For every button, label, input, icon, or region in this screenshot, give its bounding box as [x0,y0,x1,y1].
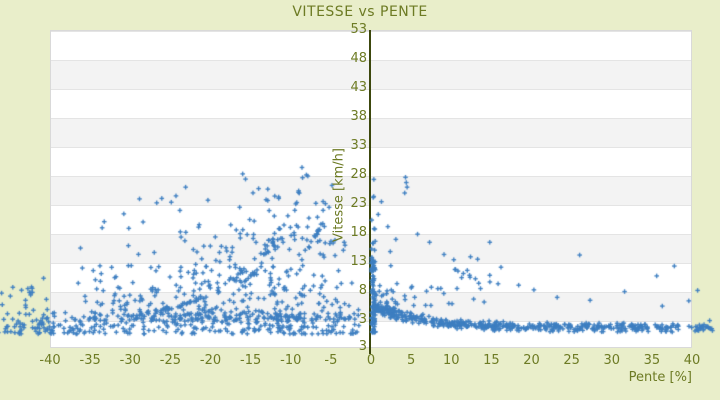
x-tick-label: 35 [643,353,661,368]
x-tick-label: 40 [683,353,701,368]
x-tick-label: 0 [366,353,376,368]
x-tick-label: 25 [563,353,580,368]
y-tick-label: 43 [350,80,367,95]
y-tick-label: 38 [350,109,367,124]
y-axis-line [369,30,371,354]
y-tick-label: 18 [350,225,367,240]
x-tick-label: -5 [324,353,338,368]
y-tick-label: 33 [350,138,367,153]
x-tick-label: -15 [240,353,262,368]
y-axis-bottom-label: 3 [358,339,367,354]
x-tick-label: -30 [119,353,141,368]
y-tick-label: 48 [350,51,367,66]
y-tick-label: 13 [350,254,367,269]
plot-area [50,30,692,348]
y-tick-label: 23 [350,196,367,211]
x-tick-label: -10 [280,353,302,368]
y-tick-label: 3 [358,312,367,327]
x-tick-label: 15 [483,353,500,368]
x-tick-label: -25 [159,353,181,368]
y-tick-label: 28 [350,167,367,182]
x-tick-label: 10 [442,353,460,368]
y-tick-label: 8 [358,283,367,298]
chart-title: VITESSE vs PENTE [292,4,428,20]
x-tick-label: 20 [523,353,540,368]
x-tick-label: -20 [199,353,222,368]
y-axis-title: Vitesse [km/h] [331,148,347,242]
x-axis-title: Pente [%] [628,370,692,385]
y-tick-label: 53 [350,22,367,37]
x-tick-label: -35 [79,353,101,368]
x-tick-label: 30 [603,353,621,368]
x-tick-label: 5 [406,353,416,368]
x-tick-label: -40 [39,353,61,368]
